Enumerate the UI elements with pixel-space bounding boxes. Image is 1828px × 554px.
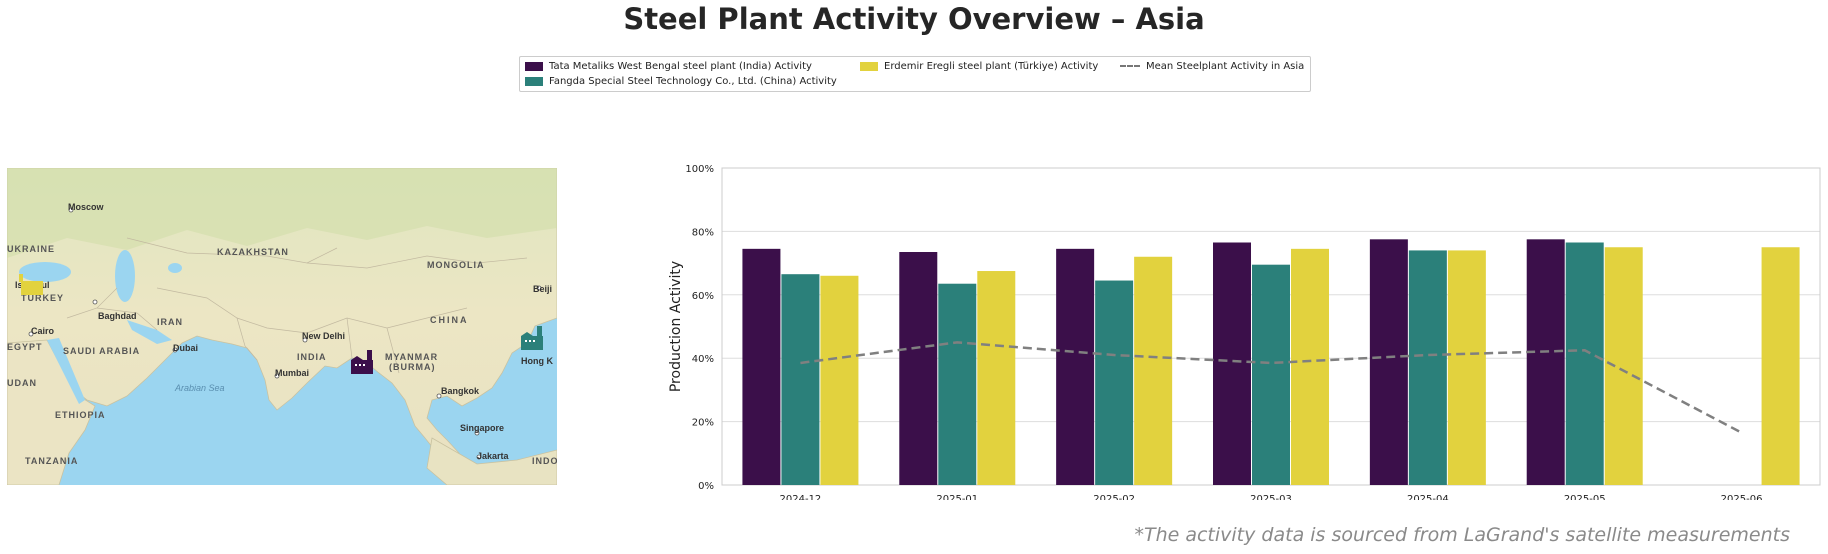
map-label-china: CHINA: [430, 315, 469, 325]
map-label-new-delhi: New Delhi: [302, 331, 345, 341]
map-label-turkey: TURKEY: [21, 293, 64, 303]
bar: [742, 248, 781, 485]
map-label-bangkok: Bangkok: [441, 386, 480, 396]
y-tick-label: 60%: [692, 291, 714, 302]
bar: [1095, 280, 1134, 485]
y-tick-label: 20%: [692, 418, 714, 429]
chart-svg: 0% 20% 40% 60% 80% 100% Production Activity 202…: [668, 164, 1821, 505]
legend-item-fangda: Fangda Special Steel Technology Co., Ltd…: [525, 75, 837, 89]
map-label-saudi-arabia: SAUDI ARABIA: [63, 346, 140, 356]
map-label-myanmar: MYANMAR: [385, 352, 438, 362]
black-sea: [19, 262, 71, 282]
bar: [1408, 250, 1447, 485]
bar: [1604, 247, 1643, 485]
legend-swatch-erdemir: [860, 61, 878, 71]
map-label-cairo: Cairo: [31, 326, 55, 336]
country-borders: [66, 237, 528, 374]
northern-vegetation: [7, 168, 557, 258]
map-label-arabian-sea: Arabian Sea: [174, 383, 225, 393]
x-tick-label: 2025-01: [936, 494, 978, 500]
legend-label-mean: Mean Steelplant Activity in Asia: [1146, 61, 1305, 72]
bar: [977, 271, 1016, 485]
map-label-ukraine: UKRAINE: [7, 244, 55, 254]
legend-swatch-mean: [1120, 65, 1140, 67]
x-tick-label: 2025-04: [1407, 494, 1449, 500]
caspian-sea: [115, 250, 135, 302]
y-tick-label: 80%: [692, 227, 714, 238]
y-tick-label: 40%: [692, 354, 714, 365]
bar: [781, 274, 820, 485]
map-label-burma: (BURMA): [389, 362, 436, 372]
map-label-sudan: UDAN: [7, 378, 37, 388]
tata-plant-icon[interactable]: [351, 350, 373, 374]
chart-title: Steel Plant Activity Overview – Asia: [623, 2, 1205, 36]
fangda-plant-icon[interactable]: [521, 326, 543, 350]
map-label-beijing: Beiji: [533, 284, 552, 294]
chart-legend: Tata Metaliks West Bengal steel plant (I…: [519, 56, 1311, 92]
x-tick-label: 2024-12: [780, 494, 822, 500]
map-label-india: INDIA: [297, 352, 327, 362]
bar: [820, 275, 859, 485]
bar: [1056, 248, 1095, 485]
bar: [1134, 256, 1173, 485]
y-axis-label: Production Activity: [668, 261, 684, 392]
map-label-tanzania: TANZANIA: [25, 456, 78, 466]
erdemir-plant-icon[interactable]: [19, 274, 43, 295]
x-tick-label: 2025-03: [1250, 494, 1292, 500]
legend-item-mean: Mean Steelplant Activity in Asia: [1120, 60, 1304, 74]
map-label-iran: IRAN: [157, 317, 183, 327]
indonesia: [426, 437, 557, 485]
bar: [1213, 242, 1251, 485]
red-sea: [47, 338, 85, 404]
aral-sea: [168, 263, 182, 273]
map-label-moscow: Moscow: [68, 202, 105, 212]
legend-swatch-fangda: [525, 76, 543, 86]
bar: [1447, 250, 1486, 485]
map-label-jakarta: Jakarta: [477, 451, 510, 461]
x-tick-label: 2025-06: [1721, 494, 1763, 500]
map-label-indonesia: INDO: [532, 456, 557, 466]
bar: [1369, 239, 1408, 485]
bar: [938, 283, 977, 485]
legend-label-erdemir: Erdemir Eregli steel plant (Türkiye) Act…: [884, 61, 1099, 72]
legend-label-fangda: Fangda Special Steel Technology Co., Ltd…: [549, 76, 837, 87]
map-svg: Moscow KAZAKHSTAN MONGOLIA Istanbul TURK…: [7, 168, 557, 485]
legend-label-tata: Tata Metaliks West Bengal steel plant (I…: [549, 61, 812, 72]
map-label-egypt: EGYPT: [7, 342, 43, 352]
map-label-dubai: Dubai: [173, 343, 198, 353]
asia-map: Moscow KAZAKHSTAN MONGOLIA Istanbul TURK…: [7, 168, 557, 485]
bar-chart: 0% 20% 40% 60% 80% 100% Production Activity 202…: [660, 160, 1828, 505]
map-label-mumbai: Mumbai: [275, 368, 309, 378]
map-label-baghdad: Baghdad: [98, 311, 137, 321]
y-tick-label: 100%: [685, 164, 714, 175]
bar: [1291, 248, 1329, 485]
bar: [899, 252, 938, 485]
mean-activity-line: [800, 341, 1743, 434]
bar: [1761, 247, 1800, 485]
map-label-ethiopia: ETHIOPIA: [55, 410, 106, 420]
map-label-hong-kong: Hong K: [521, 356, 553, 366]
x-tick-label: 2025-02: [1093, 494, 1135, 500]
bar: [1565, 242, 1604, 485]
footnote: *The activity data is sourced from LaGra…: [1134, 524, 1790, 546]
x-tick-label: 2025-05: [1564, 494, 1606, 500]
bar: [1252, 264, 1290, 485]
map-label-kazakhstan: KAZAKHSTAN: [217, 247, 289, 257]
bar: [1526, 239, 1565, 485]
legend-item-erdemir: Erdemir Eregli steel plant (Türkiye) Act…: [860, 60, 1098, 74]
map-label-mongolia: MONGOLIA: [427, 260, 485, 270]
legend-item-tata: Tata Metaliks West Bengal steel plant (I…: [525, 60, 812, 74]
y-tick-label: 0%: [698, 481, 714, 492]
legend-swatch-tata: [525, 61, 543, 71]
map-label-singapore: Singapore: [460, 423, 504, 433]
persian-gulf: [127, 320, 172, 344]
